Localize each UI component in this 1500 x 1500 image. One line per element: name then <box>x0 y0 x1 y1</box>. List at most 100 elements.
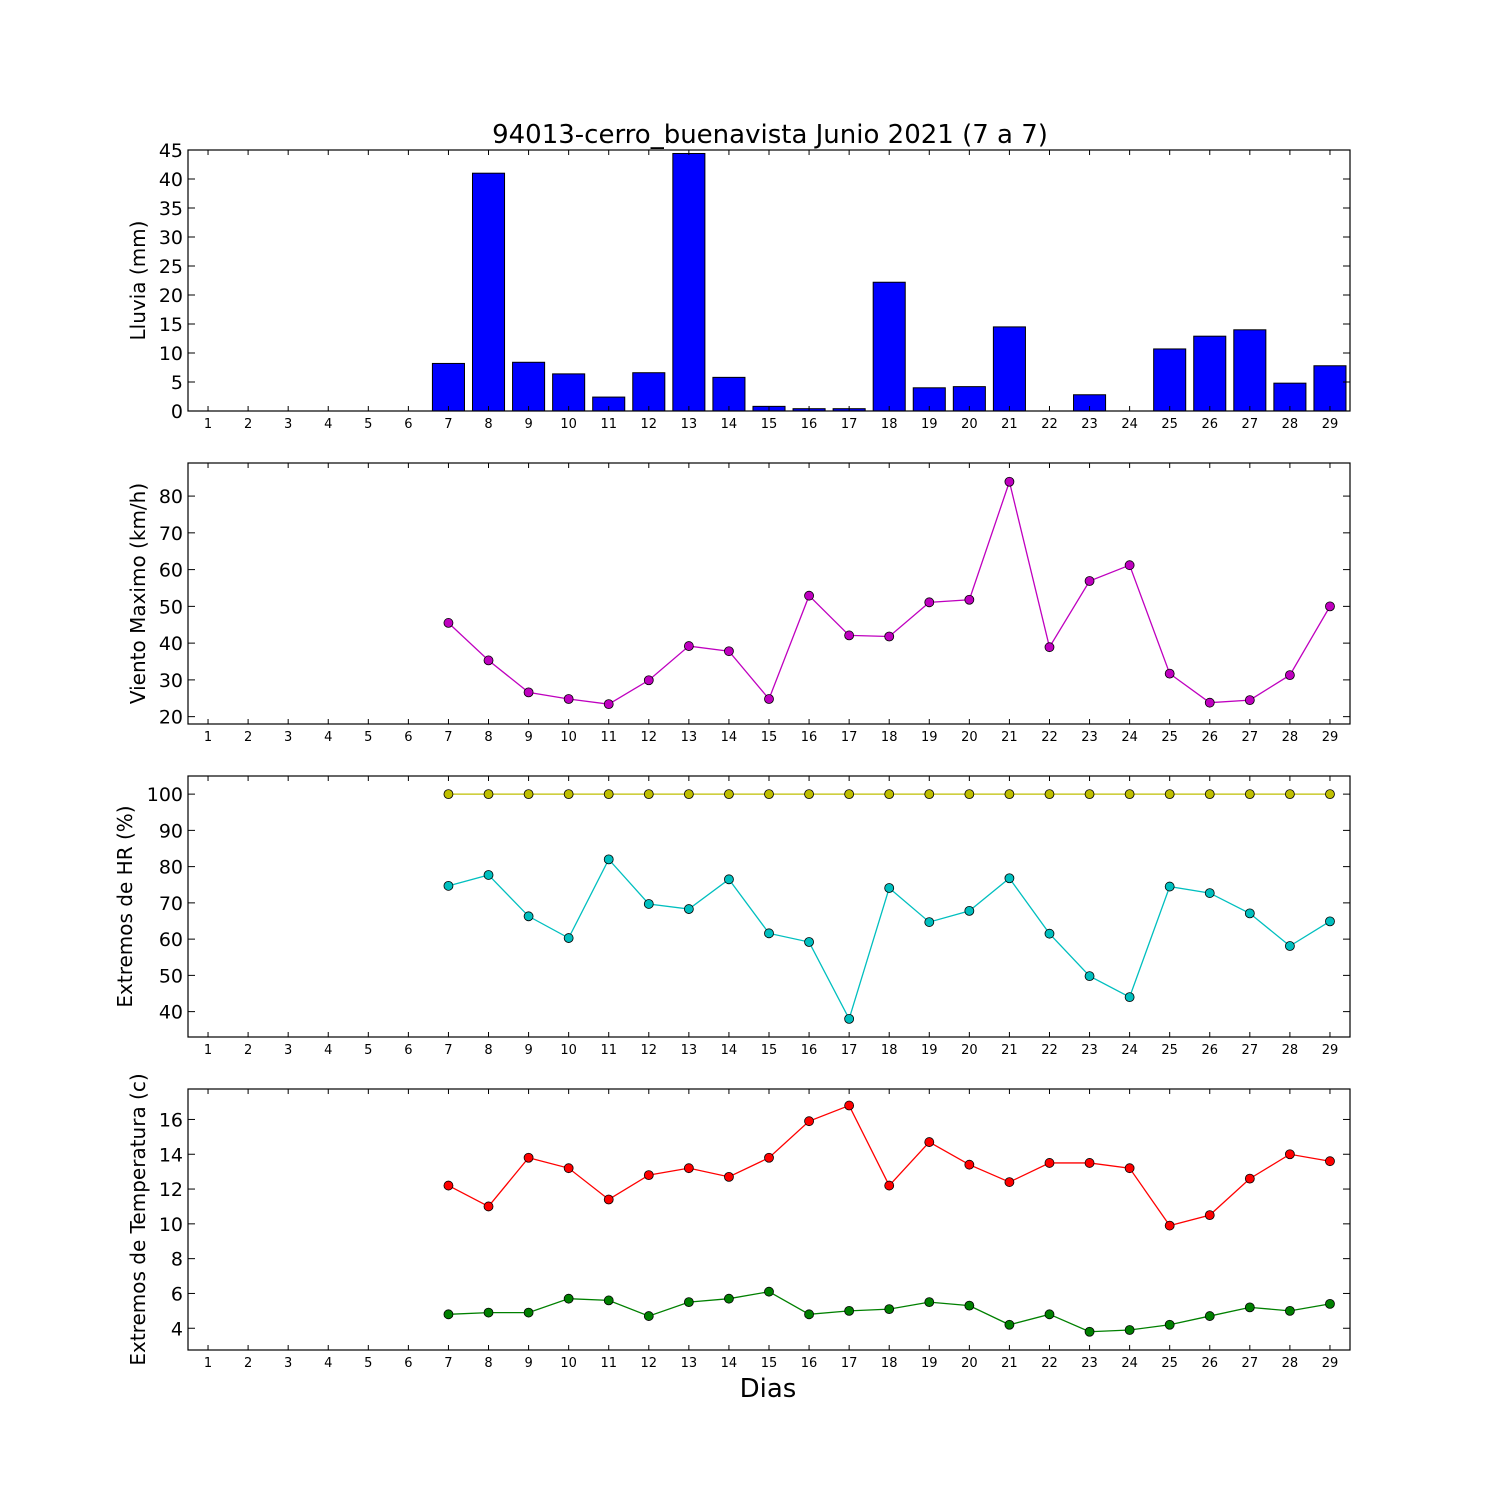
series-1-point-day-8 <box>483 1201 494 1212</box>
rain-bar-day-21 <box>992 326 1026 412</box>
x-tick-label: 14 <box>721 417 738 432</box>
y-axis-label: Lluvia (mm) <box>126 221 150 341</box>
series-1-point-day-9 <box>523 789 534 800</box>
chart-title: 94013-cerro_buenavista Junio 2021 (7 a 7… <box>492 120 1048 150</box>
series-2-point-day-16 <box>804 937 814 947</box>
x-tick-label: 4 <box>324 417 332 432</box>
series-1-point-day-9 <box>523 687 534 698</box>
x-tick-label: 20 <box>961 1043 978 1058</box>
series-1-point-day-29 <box>1325 1156 1335 1167</box>
y-tick-label: 45 <box>159 140 183 162</box>
x-tick-label: 13 <box>681 730 698 745</box>
x-tick-label: 2 <box>244 730 252 745</box>
x-tick-label: 11 <box>600 417 617 432</box>
y-tick-label: 10 <box>159 1214 183 1236</box>
x-tick-label: 25 <box>1161 1043 1178 1058</box>
x-tick-label: 11 <box>600 1356 617 1371</box>
panel-3: 1 2 3 4 5 6 7 8 9 10 11 12 13 14 15 16 17 18 19 20 21 22 23 24 2… <box>113 775 1351 1058</box>
x-tick-label: 26 <box>1201 1356 1218 1371</box>
series-1-point-day-9 <box>523 1152 534 1163</box>
x-tick-label: 13 <box>681 1043 698 1058</box>
series-2-point-day-28 <box>1284 941 1295 951</box>
rain-bar-day-14 <box>712 376 746 412</box>
x-tick-label: 20 <box>961 730 978 745</box>
series-2-point-day-18 <box>884 1304 895 1315</box>
y-tick-label: 5 <box>171 372 183 394</box>
x-tick-label: 9 <box>524 1356 532 1371</box>
x-tick-label: 8 <box>484 730 492 745</box>
x-tick-label: 3 <box>284 1043 292 1058</box>
x-tick-label: 17 <box>841 1043 858 1058</box>
series-1-point-day-20 <box>964 1159 975 1170</box>
x-tick-label: 20 <box>961 417 978 432</box>
x-tick-label: 29 <box>1322 417 1339 432</box>
series-2-point-day-9 <box>523 911 534 922</box>
x-tick-label: 6 <box>404 417 412 432</box>
x-tick-label: 21 <box>1001 1356 1018 1371</box>
x-tick-label: 9 <box>524 417 532 432</box>
y-tick-label: 40 <box>159 1002 183 1024</box>
series-1-point-day-10 <box>563 1163 574 1174</box>
series-2-point-day-25 <box>1164 881 1175 892</box>
rain-bar-day-26 <box>1193 335 1227 412</box>
x-tick-label: 22 <box>1041 417 1058 432</box>
series-2-point-day-24 <box>1124 992 1135 1003</box>
series-1-point-day-24 <box>1124 1163 1135 1174</box>
series-1-point-day-20 <box>964 594 975 605</box>
x-tick-label: 17 <box>841 730 858 745</box>
rain-bar-day-9 <box>512 361 546 412</box>
series-1-point-day-26 <box>1204 697 1215 708</box>
x-tick-label: 10 <box>560 1356 577 1371</box>
axes-frame <box>187 462 1351 725</box>
y-tick-label: 90 <box>159 820 183 842</box>
series-1-point-day-14 <box>724 789 734 800</box>
x-tick-label: 23 <box>1081 1356 1098 1371</box>
series-1-point-day-25 <box>1164 1220 1175 1231</box>
rain-bar-day-8 <box>471 172 506 412</box>
y-tick-label: 100 <box>147 784 183 806</box>
panel-1: 1 2 3 4 5 6 7 8 9 10 11 12 13 14 15 16 17 18 19 20 21 22 23 24 2… <box>126 140 1351 432</box>
series-1-point-day-12 <box>643 1170 654 1181</box>
x-tick-label: 7 <box>444 417 452 432</box>
x-tick-label: 2 <box>244 1356 252 1371</box>
series-2-point-day-17 <box>844 1305 855 1316</box>
y-tick-label: 14 <box>159 1144 183 1166</box>
x-tick-label: 18 <box>881 1043 898 1058</box>
x-tick-label: 12 <box>641 730 658 745</box>
y-tick-label: 50 <box>159 965 183 987</box>
y-tick-label: 50 <box>159 596 183 618</box>
y-axis-label: Extremos de HR (%) <box>113 805 137 1007</box>
x-tick-label: 6 <box>404 1043 412 1058</box>
series-2-point-day-7 <box>443 1309 454 1320</box>
x-tick-label: 1 <box>204 730 212 745</box>
x-tick-label: 4 <box>324 1043 332 1058</box>
x-tick-label: 3 <box>284 1356 292 1371</box>
series-2-point-day-15 <box>764 1286 774 1297</box>
series-1-point-day-22 <box>1044 789 1055 800</box>
series-2-point-day-27 <box>1244 908 1255 919</box>
y-tick-label: 0 <box>171 401 183 423</box>
x-tick-label: 28 <box>1282 1356 1299 1371</box>
x-tick-label: 19 <box>921 730 938 745</box>
x-tick-label: 8 <box>484 417 492 432</box>
rain-bar-day-10 <box>552 373 586 412</box>
series-1-point-day-15 <box>764 694 774 704</box>
x-tick-label: 17 <box>841 417 858 432</box>
panel-4: 1 2 3 4 5 6 7 8 9 10 11 12 13 14 15 16 17 18 19 20 21 22 23 24 2… <box>126 1073 1351 1371</box>
series-2-point-day-25 <box>1164 1319 1175 1330</box>
x-tick-label: 28 <box>1282 730 1299 745</box>
x-tick-label: 7 <box>444 730 452 745</box>
series-1-point-day-21 <box>1004 476 1015 487</box>
series-1-point-day-19 <box>924 597 935 608</box>
x-tick-label: 19 <box>921 417 938 432</box>
series-2-point-day-16 <box>804 1309 814 1320</box>
series-1-point-day-11 <box>603 1194 614 1205</box>
y-tick-label: 30 <box>159 227 183 249</box>
y-tick-label: 60 <box>159 560 183 582</box>
series-2-point-day-13 <box>683 1297 694 1308</box>
series-2-point-day-20 <box>964 905 975 916</box>
x-tick-label: 6 <box>404 1356 412 1371</box>
series-1-point-day-15 <box>764 789 774 800</box>
series-2-point-day-24 <box>1124 1325 1135 1335</box>
x-tick-label: 27 <box>1242 417 1259 432</box>
